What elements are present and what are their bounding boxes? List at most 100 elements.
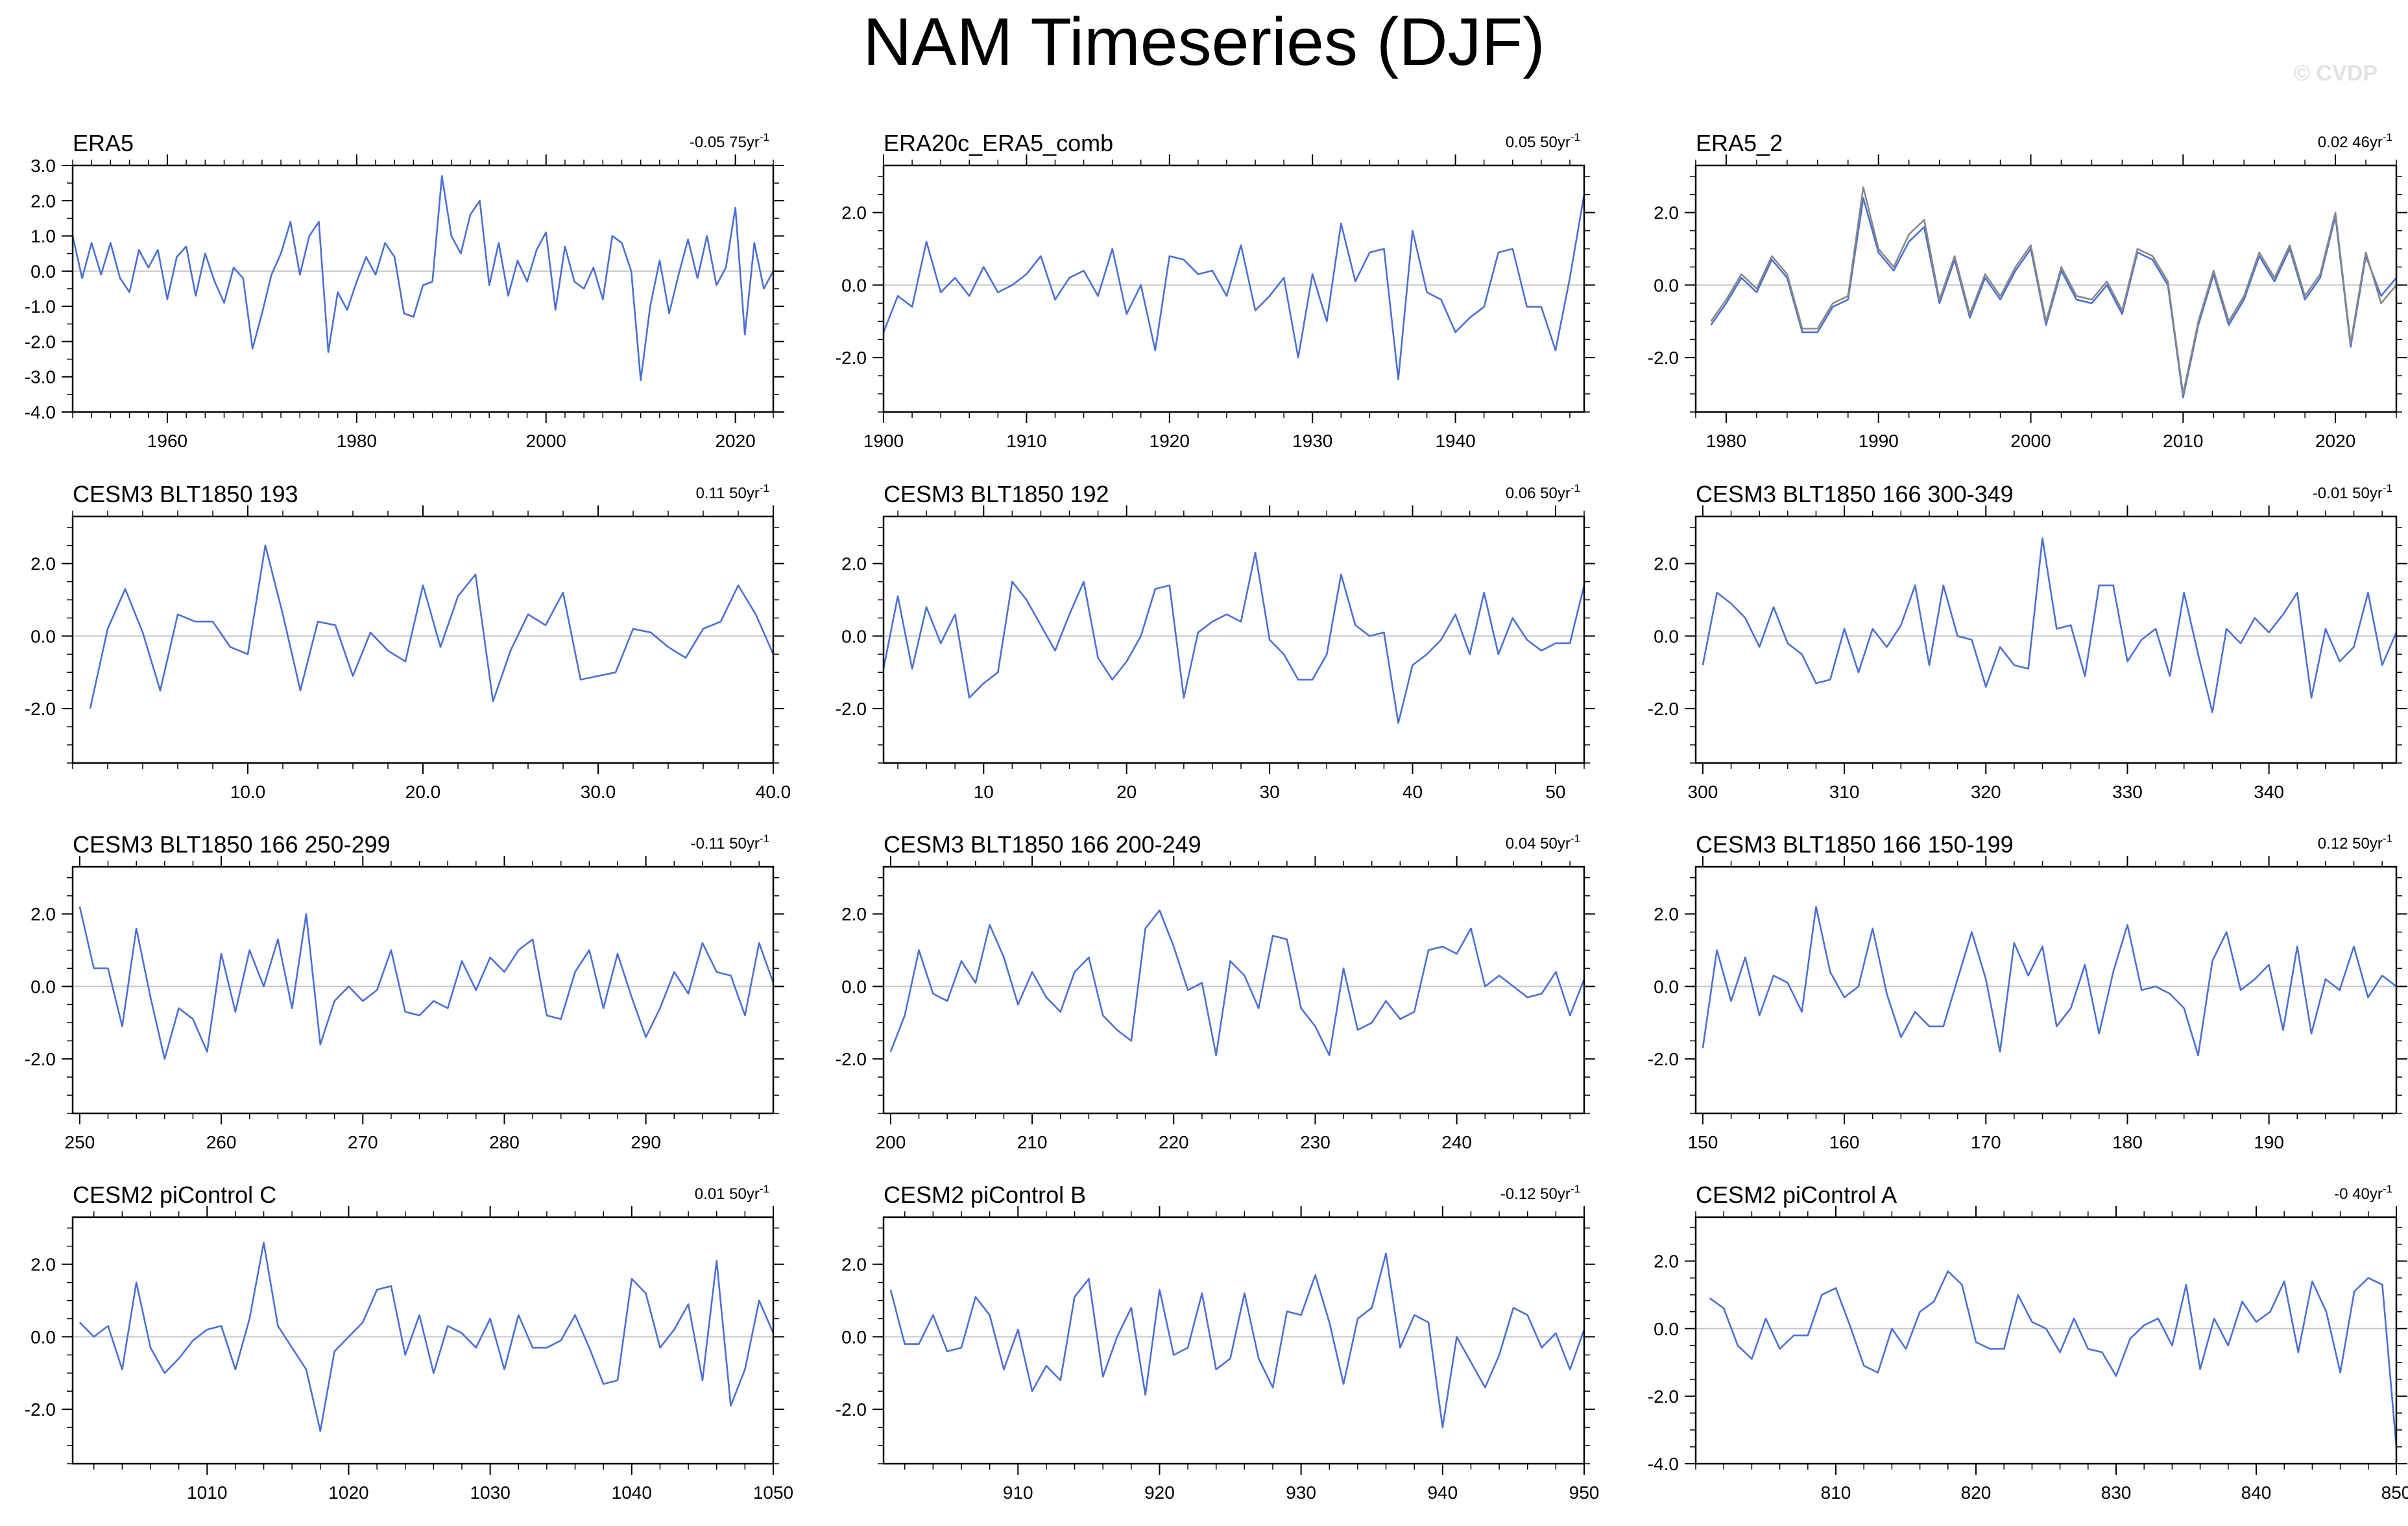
y-tick-label: 0.0 <box>841 1327 867 1347</box>
x-tick-label: 20 <box>1116 782 1137 802</box>
panel-1: ERA5 -0.05 75yr-1 3.0 2.0 1.0 0.0 -1.0 -2.0 -3.0… <box>25 130 784 451</box>
y-tick-label: 2.0 <box>841 904 867 925</box>
panel-title: ERA5_2 <box>1696 130 1783 156</box>
y-tick-label: -2.0 <box>836 1049 867 1069</box>
x-tick-label: 10 <box>974 782 994 802</box>
x-tick-label: 330 <box>2112 782 2143 802</box>
panel-title: CESM2 piControl C <box>73 1181 276 1208</box>
series-line <box>882 551 1585 724</box>
series-line <box>78 906 775 1060</box>
panel-12: CESM2 piControl A -0 40yr-1 2.0 0.0 -2.0 -4.0… <box>1648 1181 2408 1503</box>
panel-title: ERA20c_ERA5_comb <box>884 130 1113 156</box>
x-tick-label: 180 <box>2112 1132 2143 1152</box>
y-tick-label: 2.0 <box>841 203 867 223</box>
y-tick-label: 2.0 <box>1654 904 1679 925</box>
plot-frame <box>1694 866 2398 1115</box>
panel-5: CESM3 BLT1850 192 0.06 50yr-1 2.0 0.0 -2.0 10… <box>836 481 1595 802</box>
x-tick-label: 910 <box>1003 1483 1033 1503</box>
series-line <box>71 175 775 382</box>
x-tick-label: 160 <box>1829 1132 1860 1152</box>
panel-4: CESM3 BLT1850 193 0.11 50yr-1 2.0 0.0 -2.0 10… <box>25 481 791 802</box>
panel-title: CESM3 BLT1850 166 150-199 <box>1696 831 2014 858</box>
panel-trend: -0.05 75yr-1 <box>690 131 769 151</box>
watermark: © CVDP <box>2294 61 2378 86</box>
y-tick-label: -4.0 <box>25 402 56 422</box>
y-tick-label: 2.0 <box>30 554 56 574</box>
plot-frame <box>882 1216 1585 1465</box>
x-tick-label: 2000 <box>526 431 566 451</box>
y-tick-label: 0.0 <box>30 626 56 646</box>
x-tick-label: 930 <box>1286 1483 1316 1503</box>
y-tick-label: 0.0 <box>841 976 867 997</box>
panel-trend: 0.05 50yr-1 <box>1506 131 1580 151</box>
x-tick-label: 1040 <box>612 1483 652 1503</box>
x-tick-label: 1980 <box>1706 431 1746 451</box>
y-tick-label: 0.0 <box>841 275 867 295</box>
y-tick-label: -4.0 <box>1648 1454 1679 1474</box>
panel-trend: 0.11 50yr-1 <box>696 482 769 502</box>
x-tick-label: 2010 <box>2163 431 2203 451</box>
x-tick-label: 30 <box>1260 782 1280 802</box>
panel-8: CESM3 BLT1850 166 200-249 0.04 50yr-1 2.0 0… <box>836 831 1595 1152</box>
series-line <box>1702 537 2398 714</box>
y-tick-label: 0.0 <box>30 976 56 997</box>
plot-frame <box>71 866 775 1115</box>
x-tick-label: 170 <box>1971 1132 2001 1152</box>
plot-frame <box>882 866 1585 1115</box>
y-tick-label: 1.0 <box>30 226 56 247</box>
x-tick-label: 1050 <box>753 1483 793 1503</box>
x-tick-label: 1900 <box>863 431 904 451</box>
x-tick-label: 10.0 <box>230 782 266 802</box>
series-line <box>882 194 1585 381</box>
x-tick-label: 280 <box>489 1132 520 1152</box>
plot-frame <box>882 515 1585 764</box>
panel-trend: 0.02 46yr-1 <box>2318 131 2392 151</box>
plot-frame <box>71 1216 775 1465</box>
y-tick-label: -2.0 <box>836 348 867 368</box>
panel-10: CESM2 piControl C 0.01 50yr-1 2.0 0.0 -2.0 10… <box>25 1181 793 1503</box>
x-tick-label: 40 <box>1403 782 1423 802</box>
x-tick-label: 30.0 <box>581 782 616 802</box>
series-line <box>1710 197 2397 398</box>
y-tick-label: 0.0 <box>30 261 56 282</box>
y-tick-label: 2.0 <box>1654 1252 1679 1272</box>
panel-trend: 0.04 50yr-1 <box>1506 832 1580 853</box>
x-tick-label: 1960 <box>147 431 187 451</box>
y-tick-label: 0.0 <box>1654 626 1679 646</box>
panel-trend: 0.06 50yr-1 <box>1506 482 1580 502</box>
y-tick-label: -2.0 <box>836 699 867 719</box>
y-tick-label: 2.0 <box>841 1255 867 1275</box>
y-tick-label: -2.0 <box>1648 699 1679 719</box>
y-tick-label: 2.0 <box>841 554 867 574</box>
y-tick-label: -2.0 <box>25 1399 56 1420</box>
series-line <box>89 544 775 709</box>
x-tick-label: 850 <box>2381 1483 2408 1503</box>
y-tick-label: 0.0 <box>1654 1319 1679 1339</box>
panel-title: CESM3 BLT1850 193 <box>73 481 298 507</box>
x-tick-label: 240 <box>1441 1132 1472 1152</box>
y-tick-label: -2.0 <box>25 332 56 352</box>
x-tick-label: 2020 <box>715 431 755 451</box>
y-tick-label: 0.0 <box>841 626 867 646</box>
y-tick-label: 0.0 <box>1654 275 1679 295</box>
panel-2: ERA20c_ERA5_comb 0.05 50yr-1 2.0 0.0 -2.0 190… <box>836 130 1595 451</box>
x-tick-label: 1940 <box>1435 431 1475 451</box>
panel-trend: -0.11 50yr-1 <box>691 832 769 853</box>
x-tick-label: 1910 <box>1006 431 1046 451</box>
panel-7: CESM3 BLT1850 166 250-299 -0.11 50yr-1 2.0… <box>25 831 784 1152</box>
x-tick-label: 1030 <box>470 1483 510 1503</box>
y-tick-label: -2.0 <box>25 699 56 719</box>
x-tick-label: 810 <box>1821 1483 1851 1503</box>
x-tick-label: 1990 <box>1859 431 1899 451</box>
x-tick-label: 290 <box>631 1132 661 1152</box>
panel-9: CESM3 BLT1850 166 150-199 0.12 50yr-1 2.0 0… <box>1648 831 2407 1152</box>
series-line <box>1710 186 2397 395</box>
x-tick-label: 20.0 <box>405 782 441 802</box>
y-tick-label: -3.0 <box>25 367 56 387</box>
plot-frame <box>1694 515 2398 764</box>
y-tick-label: 0.0 <box>30 1327 56 1347</box>
y-tick-label: -2.0 <box>1648 1387 1679 1407</box>
x-tick-label: 150 <box>1688 1132 1718 1152</box>
y-tick-label: 0.0 <box>1654 976 1679 997</box>
x-tick-label: 2000 <box>2010 431 2051 451</box>
